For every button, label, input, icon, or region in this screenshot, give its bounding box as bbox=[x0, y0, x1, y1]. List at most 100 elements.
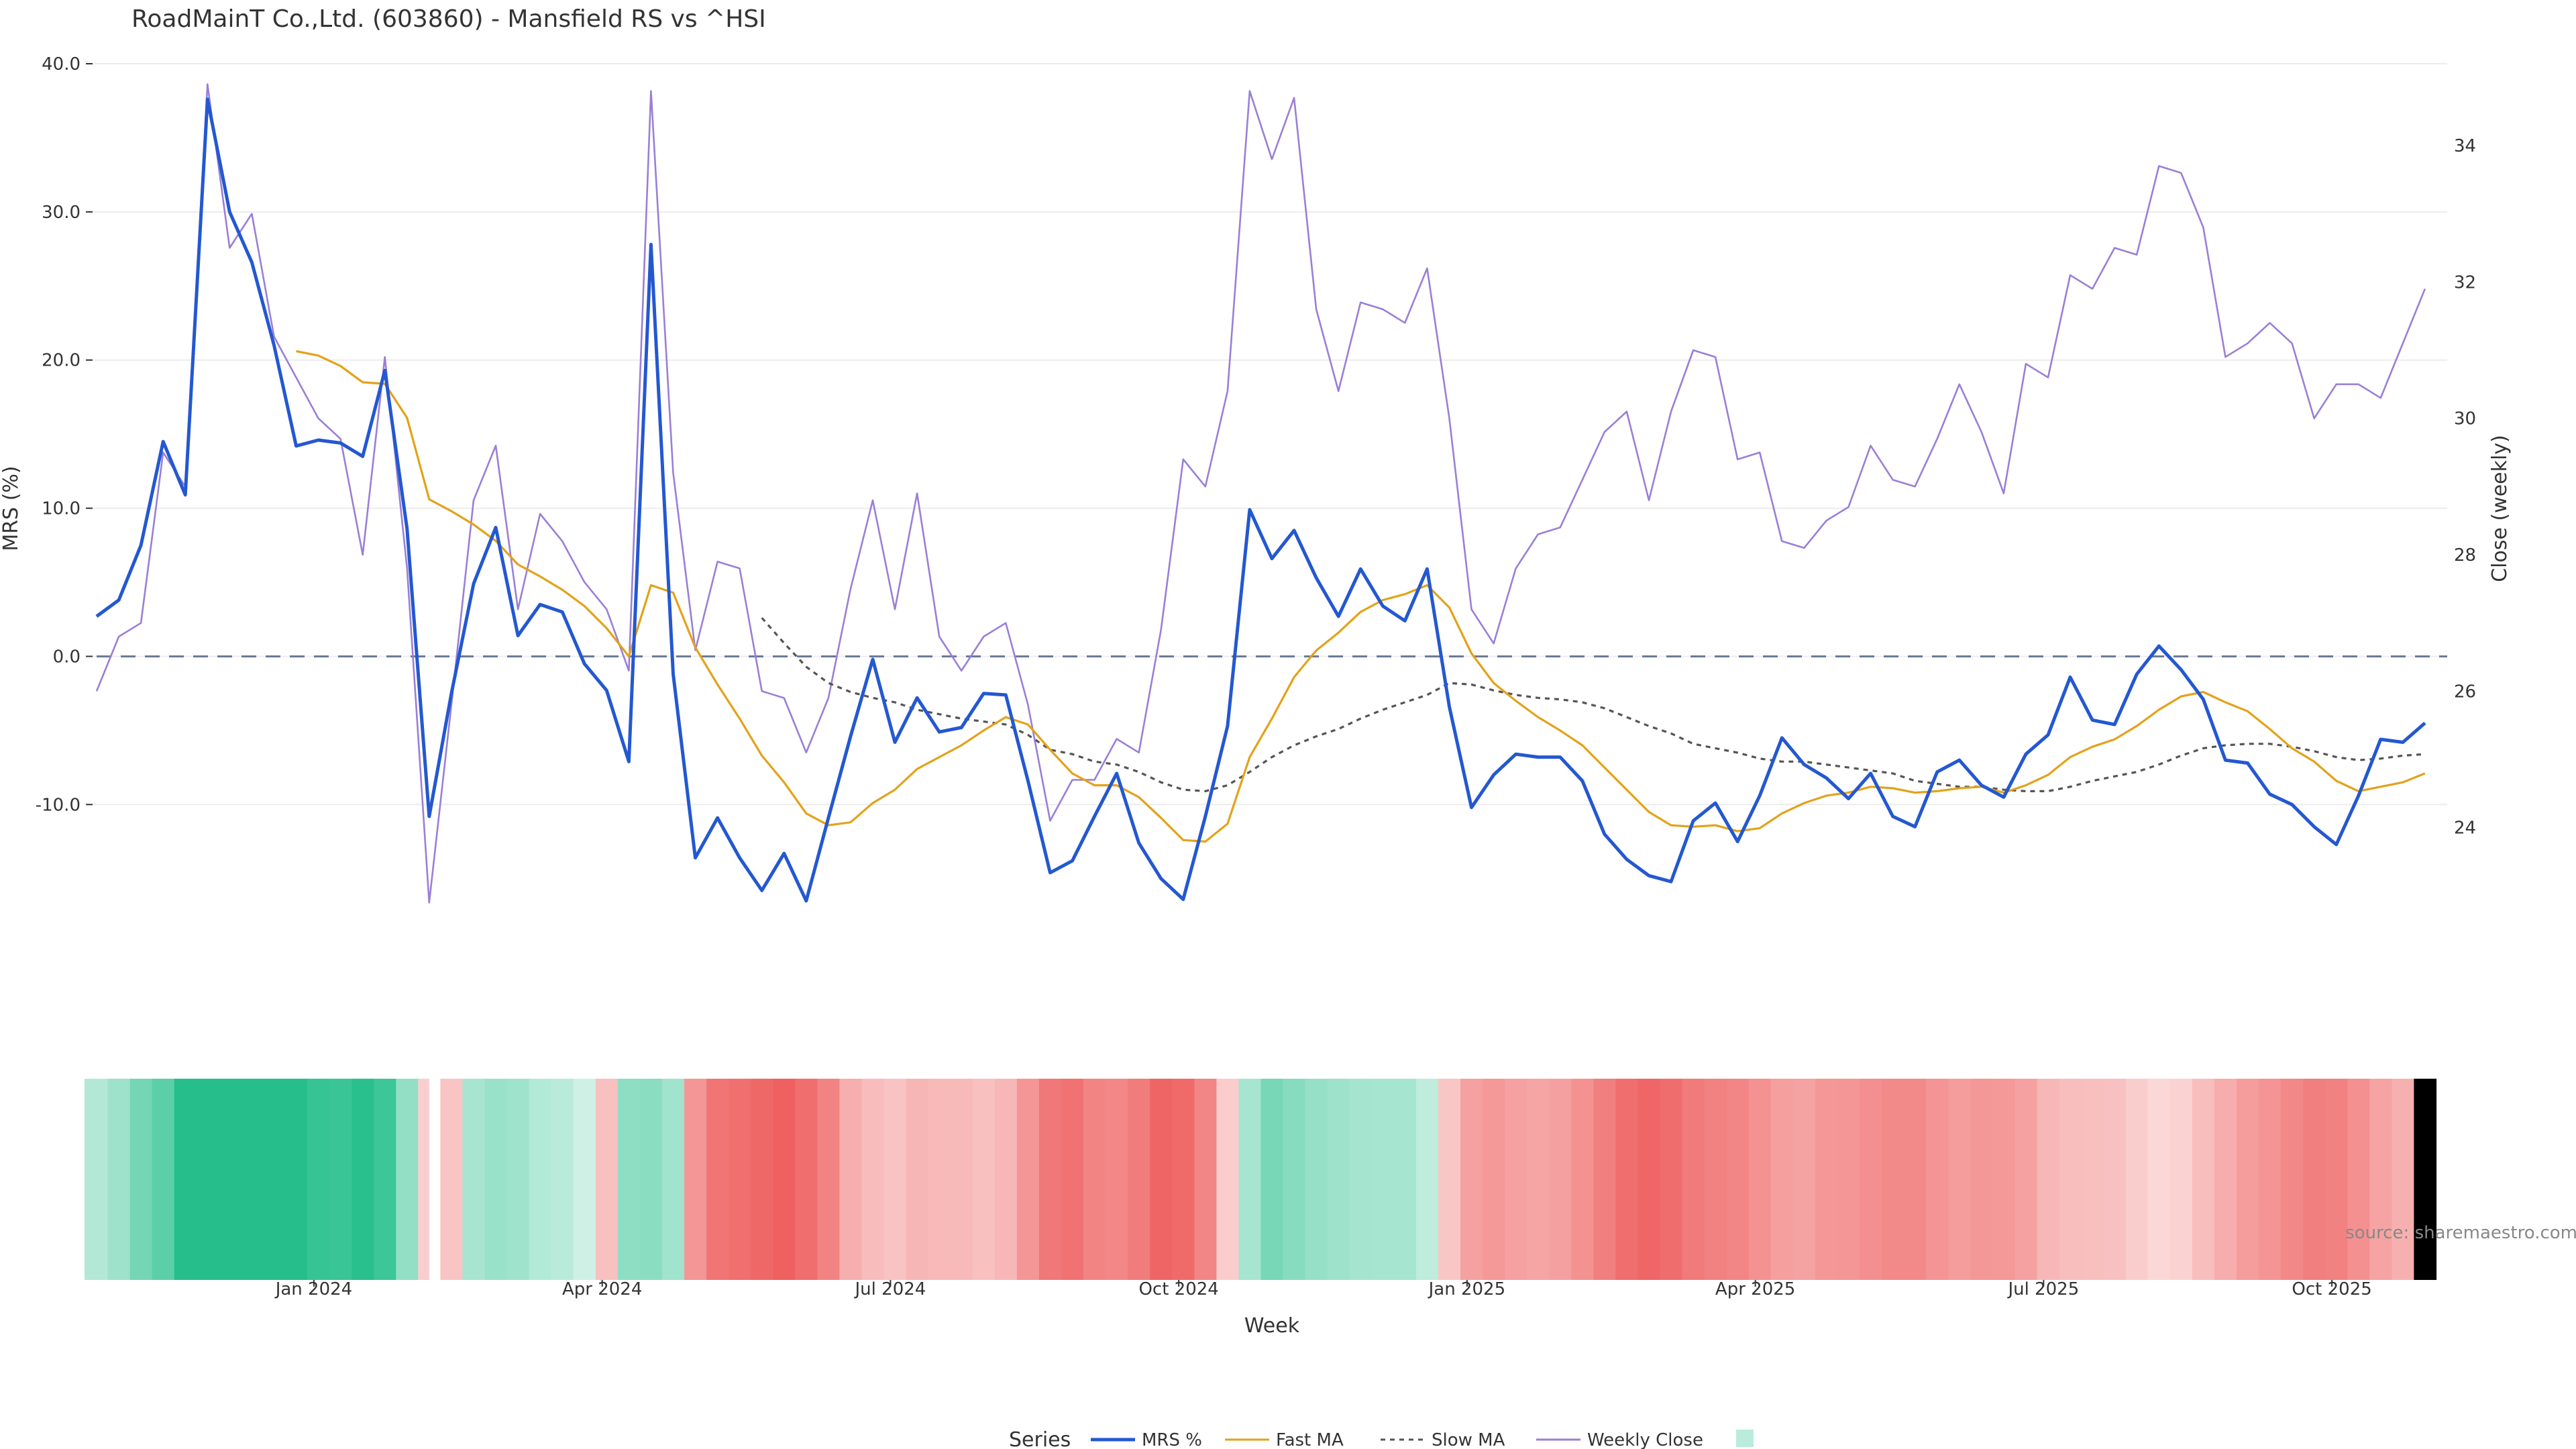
heat-cell bbox=[1150, 1079, 1173, 1280]
heat-cell bbox=[2347, 1079, 2370, 1280]
heat-cell bbox=[1483, 1079, 1505, 1280]
heat-cell bbox=[1904, 1079, 1927, 1280]
heat-cell bbox=[1882, 1079, 1904, 1280]
heat-cell bbox=[706, 1079, 729, 1280]
heat-cell bbox=[196, 1079, 219, 1280]
heat-cell bbox=[1415, 1079, 1439, 1280]
heat-cell bbox=[2214, 1079, 2237, 1280]
heat-cell bbox=[1837, 1079, 1860, 1280]
x-tick-label: Oct 2024 bbox=[1138, 1279, 1218, 1299]
heat-cell bbox=[2369, 1079, 2392, 1280]
heat-cell bbox=[1860, 1079, 1882, 1280]
x-axis-label: Week bbox=[1244, 1314, 1300, 1338]
heat-cell bbox=[573, 1079, 596, 1280]
heat-cell bbox=[107, 1079, 131, 1280]
x-tick-label: Jul 2025 bbox=[2006, 1279, 2079, 1299]
right-tick-label: 34 bbox=[2454, 136, 2476, 156]
heat-cell bbox=[329, 1079, 352, 1280]
heat-cell bbox=[1992, 1079, 2015, 1280]
heat-cell bbox=[1038, 1079, 1062, 1280]
heat-cell bbox=[307, 1079, 330, 1280]
mrs-heat-strip bbox=[85, 1079, 2437, 1280]
heat-cell bbox=[1505, 1079, 1527, 1280]
legend-label: Slow MA bbox=[1432, 1430, 1505, 1449]
heat-cell bbox=[751, 1079, 773, 1280]
heat-cell bbox=[1527, 1079, 1550, 1280]
heat-cell bbox=[2303, 1079, 2326, 1280]
heat-cell bbox=[462, 1079, 486, 1280]
left-axis-label: MRS (%) bbox=[0, 466, 23, 551]
heat-cell bbox=[1660, 1079, 1683, 1280]
heat-cell bbox=[639, 1079, 663, 1280]
right-axis: 34 32 30 28 26 24 bbox=[2454, 136, 2476, 839]
heat-cell bbox=[1438, 1079, 1461, 1280]
legend-strip-swatch bbox=[1736, 1430, 1754, 1447]
heat-cell bbox=[1260, 1079, 1284, 1280]
heat-cell bbox=[152, 1079, 175, 1280]
heat-cell bbox=[85, 1079, 108, 1280]
heat-cell bbox=[285, 1079, 308, 1280]
heat-cell bbox=[1106, 1079, 1128, 1280]
heat-cell bbox=[1571, 1079, 1594, 1280]
heat-cell bbox=[1682, 1079, 1705, 1280]
plot-area bbox=[86, 63, 2447, 904]
x-axis: Jan 2024 Apr 2024 Jul 2024 Oct 2024 Jan 2025… bbox=[274, 1279, 2372, 1299]
series-line-slow-ma bbox=[761, 616, 2426, 792]
heat-cell bbox=[1948, 1079, 1971, 1280]
heat-cell bbox=[2392, 1079, 2415, 1280]
heat-cell bbox=[2192, 1079, 2215, 1280]
heat-cell bbox=[2015, 1079, 2038, 1280]
heat-cell bbox=[1083, 1079, 1106, 1280]
heat-cell bbox=[529, 1079, 552, 1280]
heat-cell bbox=[506, 1079, 530, 1280]
heat-cell bbox=[262, 1079, 286, 1280]
heat-cell bbox=[396, 1079, 419, 1280]
left-tick-label: 0.0 bbox=[53, 647, 80, 667]
heat-cell bbox=[129, 1079, 153, 1280]
heat-cell bbox=[2103, 1079, 2127, 1280]
x-tick-label: Jul 2024 bbox=[854, 1279, 926, 1299]
left-axis: 40.0 30.0 20.0 10.0 0.0 -10.0 bbox=[36, 54, 93, 815]
heat-cell bbox=[218, 1079, 241, 1280]
heat-cell bbox=[2281, 1079, 2304, 1280]
series-line-fast-ma bbox=[296, 350, 2426, 843]
heat-cell bbox=[2037, 1079, 2060, 1280]
legend-label: Weekly Close bbox=[1587, 1430, 1703, 1449]
left-tick-label: -10.0 bbox=[36, 795, 80, 815]
heat-cell bbox=[2414, 1079, 2437, 1280]
heat-cell bbox=[2125, 1079, 2149, 1280]
heat-cell bbox=[1327, 1079, 1350, 1280]
heat-cell bbox=[795, 1079, 818, 1280]
left-tick-label: 20.0 bbox=[42, 351, 80, 371]
heat-cell bbox=[1549, 1079, 1572, 1280]
heat-cell bbox=[617, 1079, 641, 1280]
heat-cell bbox=[1061, 1079, 1084, 1280]
x-tick-label: Jan 2025 bbox=[1428, 1279, 1506, 1299]
heat-cell bbox=[839, 1079, 863, 1280]
heat-cell bbox=[1638, 1079, 1661, 1280]
x-tick-label: Oct 2025 bbox=[2292, 1279, 2371, 1299]
heat-cell bbox=[994, 1079, 1018, 1280]
right-tick-label: 28 bbox=[2454, 545, 2476, 566]
heat-cell bbox=[1926, 1079, 1949, 1280]
series-lines bbox=[95, 83, 2426, 904]
heat-cell bbox=[2259, 1079, 2282, 1280]
right-tick-label: 26 bbox=[2454, 682, 2476, 702]
legend-title: Series bbox=[1009, 1428, 1071, 1449]
heat-cell bbox=[950, 1079, 973, 1280]
heat-cell bbox=[773, 1079, 796, 1280]
heat-cell bbox=[1615, 1079, 1639, 1280]
grid-lines bbox=[86, 63, 2447, 806]
heat-cell bbox=[1792, 1079, 1816, 1280]
heat-cell bbox=[1593, 1079, 1616, 1280]
legend-label: Fast MA bbox=[1276, 1430, 1344, 1449]
legend: Series MRS % Fast MA Slow MA Weekly Close bbox=[1009, 1428, 1754, 1449]
heat-cell bbox=[2237, 1079, 2259, 1280]
source-note: source: sharemaestro.com bbox=[2345, 1223, 2576, 1243]
heat-cell bbox=[551, 1079, 574, 1280]
heat-cell bbox=[729, 1079, 751, 1280]
heat-cell bbox=[1349, 1079, 1373, 1280]
heat-cell bbox=[972, 1079, 996, 1280]
series-line-weekly-close bbox=[95, 83, 2426, 904]
